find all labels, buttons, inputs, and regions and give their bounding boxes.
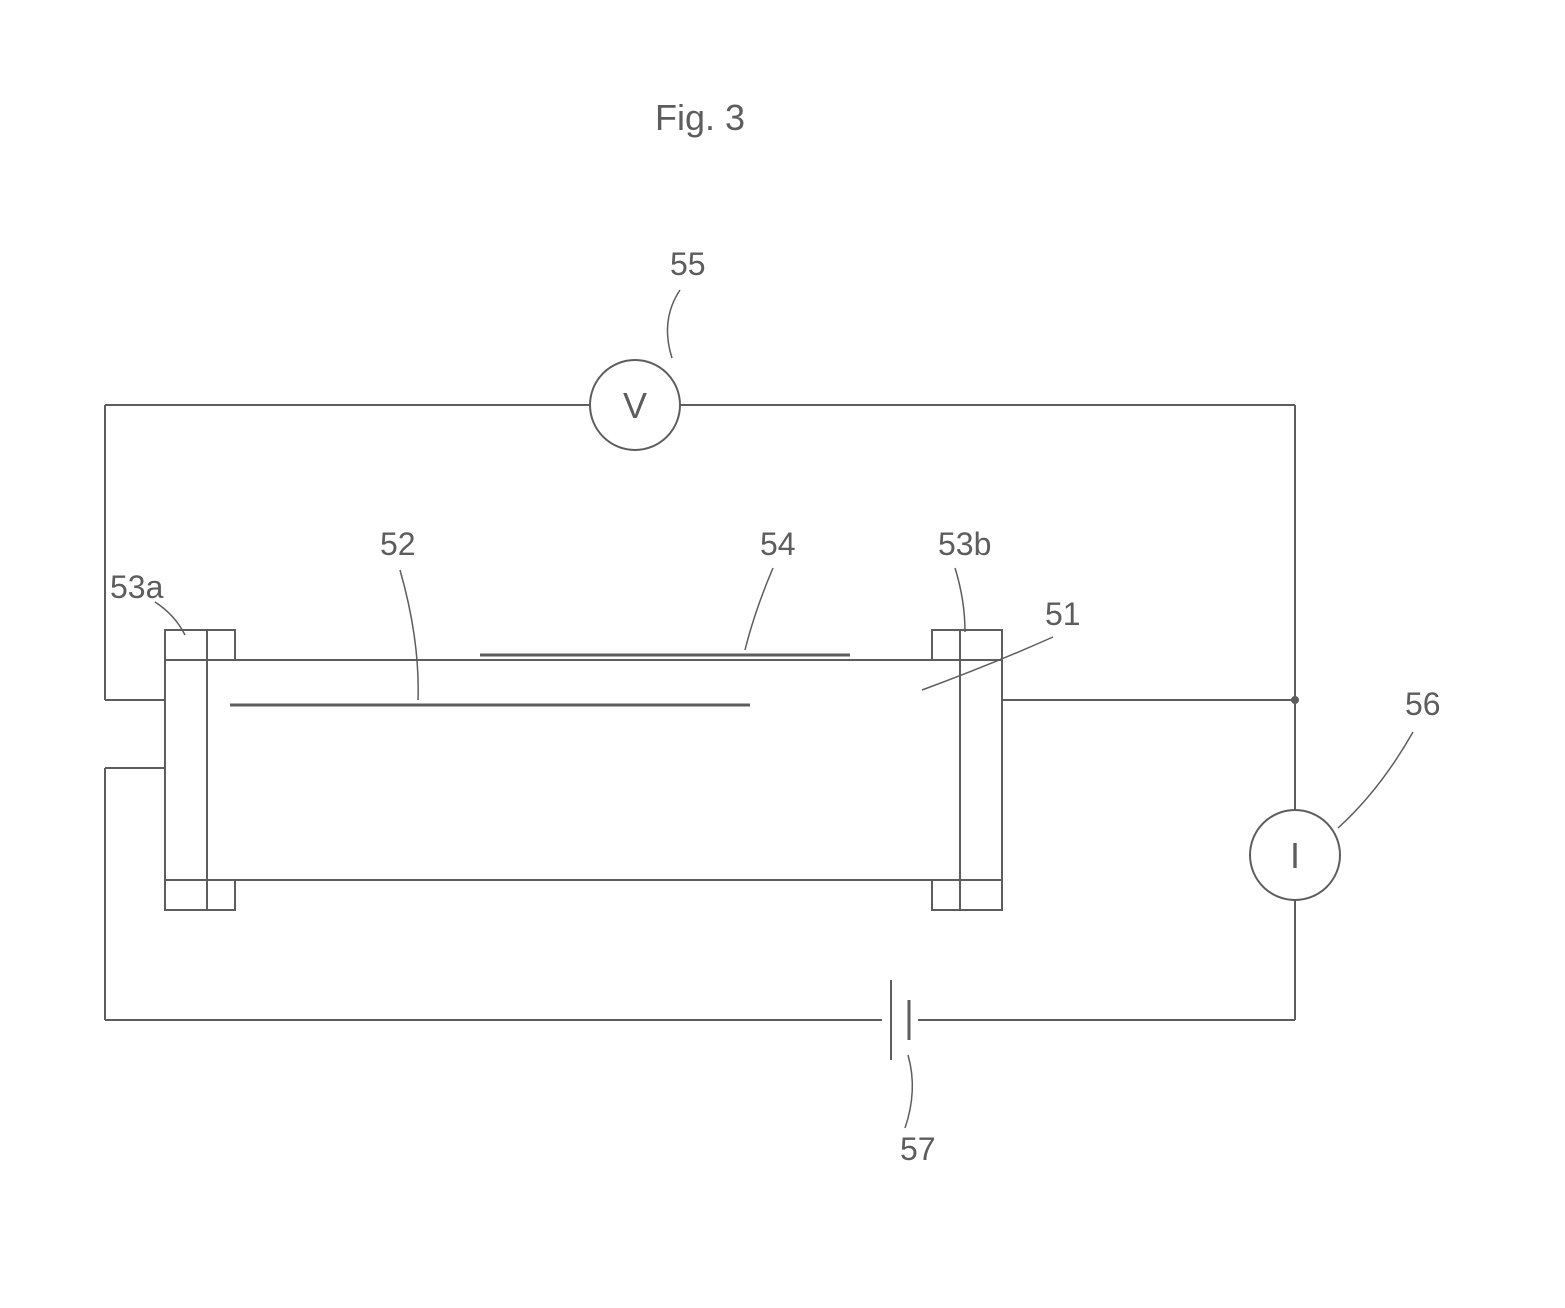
voltmeter-letter: V — [623, 385, 647, 426]
sample-body — [207, 660, 960, 880]
label-51: 51 — [1045, 596, 1081, 632]
ammeter-letter: I — [1290, 835, 1300, 876]
voltmeter: V — [590, 360, 680, 450]
end-cap-left — [165, 630, 235, 910]
device — [165, 630, 1002, 910]
label-55: 55 — [670, 246, 706, 282]
circuit-diagram: Fig. 3 V I — [0, 0, 1565, 1308]
label-54: 54 — [760, 526, 796, 562]
label-52: 52 — [380, 526, 416, 562]
ammeter: I — [1250, 810, 1340, 900]
battery — [891, 980, 909, 1060]
label-56: 56 — [1405, 686, 1441, 722]
label-53a: 53a — [110, 569, 164, 605]
wiring — [105, 405, 1299, 1020]
label-57: 57 — [900, 1131, 936, 1167]
label-53b: 53b — [938, 526, 991, 562]
end-cap-right — [932, 630, 1002, 910]
figure-title: Fig. 3 — [655, 97, 745, 138]
